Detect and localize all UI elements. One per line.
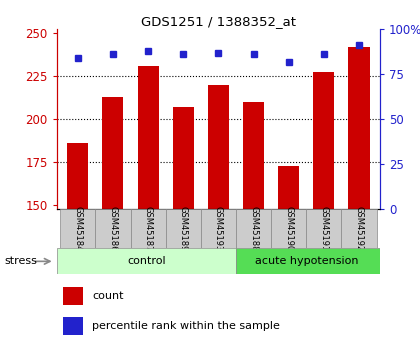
Bar xyxy=(60,209,95,248)
Text: GSM45190: GSM45190 xyxy=(284,206,293,251)
Text: GSM45191: GSM45191 xyxy=(319,206,328,251)
Text: stress: stress xyxy=(4,256,37,266)
Bar xyxy=(236,248,394,274)
Text: control: control xyxy=(127,256,165,266)
Text: acute hypotension: acute hypotension xyxy=(255,256,358,266)
Bar xyxy=(341,209,377,248)
Text: GSM45184: GSM45184 xyxy=(74,206,82,251)
Text: percentile rank within the sample: percentile rank within the sample xyxy=(92,321,280,331)
Bar xyxy=(57,248,236,274)
Bar xyxy=(313,72,334,209)
Bar xyxy=(278,166,299,209)
Text: GSM45189: GSM45189 xyxy=(179,206,188,251)
Bar xyxy=(63,317,83,335)
Text: GSM45192: GSM45192 xyxy=(354,206,363,251)
Bar xyxy=(102,97,123,209)
Title: GDS1251 / 1388352_at: GDS1251 / 1388352_at xyxy=(141,15,296,28)
Bar xyxy=(306,209,341,248)
Text: GSM45187: GSM45187 xyxy=(144,206,152,251)
Bar xyxy=(201,209,236,248)
Bar xyxy=(271,209,306,248)
Text: GSM45186: GSM45186 xyxy=(108,206,118,251)
Bar xyxy=(208,85,229,209)
Bar xyxy=(138,66,159,209)
Bar xyxy=(349,47,370,209)
Bar xyxy=(95,209,131,248)
Bar xyxy=(67,143,88,209)
Text: count: count xyxy=(92,290,124,300)
Bar xyxy=(131,209,165,248)
Text: GSM45188: GSM45188 xyxy=(249,206,258,251)
Bar xyxy=(173,107,194,209)
Bar xyxy=(165,209,201,248)
Text: GSM45193: GSM45193 xyxy=(214,206,223,251)
Bar xyxy=(243,102,264,209)
Bar xyxy=(236,209,271,248)
Bar xyxy=(63,287,83,305)
